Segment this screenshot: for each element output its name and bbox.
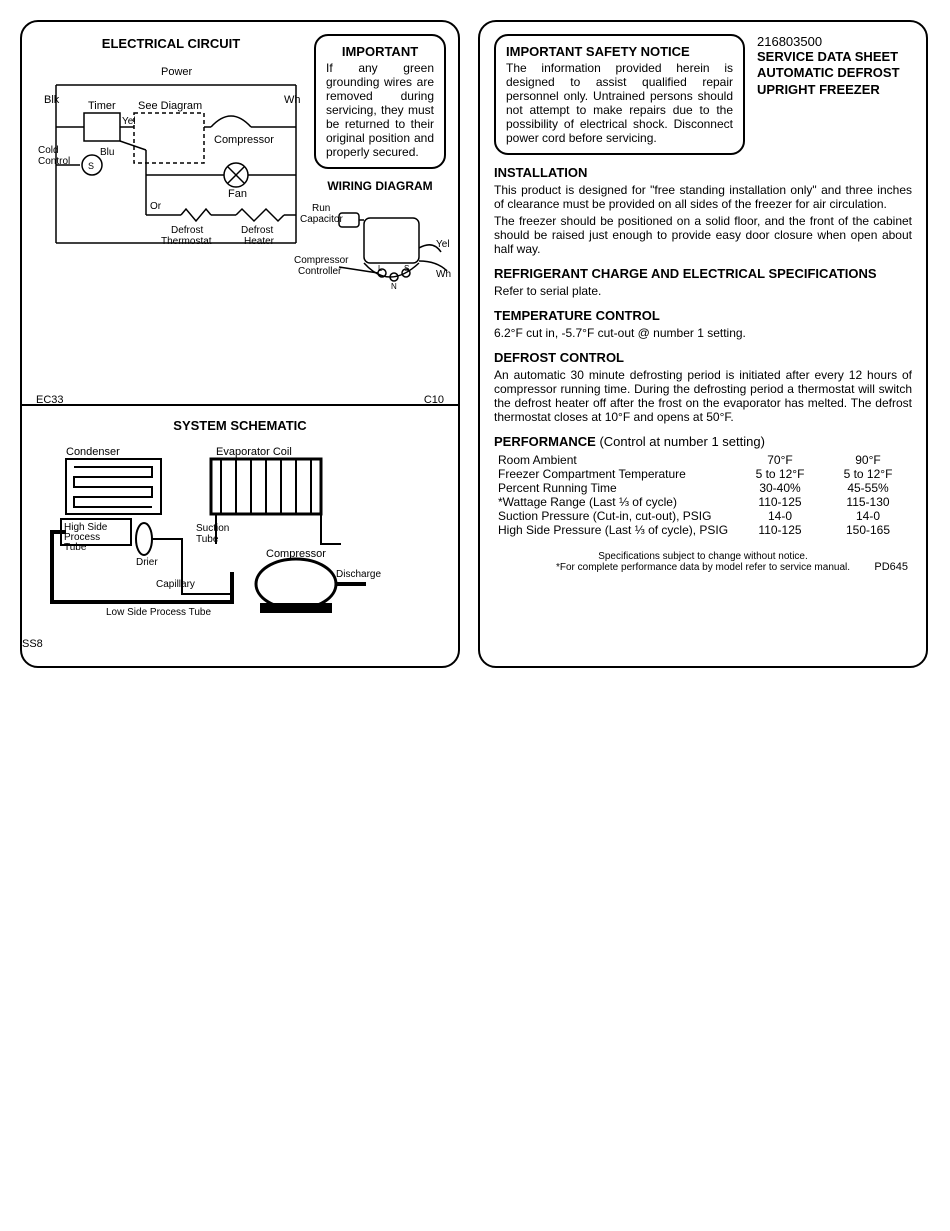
table-row: Suction Pressure (Cut-in, cut-out), PSIG… [494,509,912,523]
refrigerant-heading: REFRIGERANT CHARGE AND ELECTRICAL SPECIF… [494,266,912,281]
svg-text:Or: Or [150,201,162,212]
electrical-circuit-section: ELECTRICAL CIRCUIT [36,34,444,404]
table-row: *Wattage Range (Last ⅓ of cycle)110-1251… [494,495,912,509]
footnote-2: *For complete performance data by model … [494,562,912,573]
installation-heading: INSTALLATION [494,165,912,180]
pd-label: PD645 [874,561,908,573]
table-row: High Side Pressure (Last ⅓ of cycle), PS… [494,523,912,537]
table-row: Percent Running Time30-40%45-55% [494,481,912,495]
left-panel: ELECTRICAL CIRCUIT [20,20,460,668]
svg-text:Thermostat: Thermostat [161,236,212,247]
electrical-circuit-title: ELECTRICAL CIRCUIT [36,36,306,51]
performance-heading: PERFORMANCE (Control at number 1 setting… [494,434,912,449]
doc-title-2: AUTOMATIC DEFROST [757,65,912,81]
svg-text:S: S [88,161,94,171]
svg-text:Fan: Fan [228,188,247,200]
svg-text:Discharge: Discharge [336,569,381,580]
wiring-diagram-title: WIRING DIAGRAM [314,179,446,193]
svg-text:Cold: Cold [38,145,59,156]
svg-text:Condenser: Condenser [66,446,120,458]
svg-text:Defrost: Defrost [241,225,273,236]
system-schematic-section: SYSTEM SCHEMATIC [22,404,458,654]
svg-text:Timer: Timer [88,100,116,112]
system-schematic-title: SYSTEM SCHEMATIC [36,418,444,433]
svg-text:Wh: Wh [284,94,301,106]
system-schematic-diagram: Condenser Evaporator Coil High Side Proc… [36,439,446,629]
doc-id: 216803500 [757,34,912,49]
important-box: IMPORTANT If any green grounding wires a… [314,34,446,169]
svg-text:Blu: Blu [100,147,114,158]
svg-text:L: L [378,264,383,273]
svg-text:Compressor: Compressor [214,134,274,146]
defrost-p: An automatic 30 minute defrosting period… [494,368,912,424]
safety-notice-body: The information provided herein is desig… [506,61,733,145]
svg-text:Capillary: Capillary [156,579,195,590]
table-row: Freezer Compartment Temperature5 to 12°F… [494,467,912,481]
svg-text:Defrost: Defrost [171,225,203,236]
svg-text:Capacitor: Capacitor [300,214,343,225]
svg-text:Compressor: Compressor [266,548,326,560]
temperature-heading: TEMPERATURE CONTROL [494,308,912,323]
defrost-heading: DEFROST CONTROL [494,350,912,365]
svg-text:Low Side Process Tube: Low Side Process Tube [106,607,211,618]
right-header: IMPORTANT SAFETY NOTICE The information … [494,34,912,155]
refrigerant-p: Refer to serial plate. [494,284,912,298]
svg-text:Yel: Yel [122,116,136,127]
doc-header: 216803500 SERVICE DATA SHEET AUTOMATIC D… [757,34,912,98]
temperature-p: 6.2°F cut in, -5.7°F cut-out @ number 1 … [494,326,912,340]
svg-text:Control: Control [38,156,70,167]
svg-text:Tube: Tube [64,542,87,553]
svg-text:Wh: Wh [436,269,451,280]
doc-title-3: UPRIGHT FREEZER [757,82,912,98]
svg-text:Blk: Blk [44,94,60,106]
svg-text:Suction: Suction [196,523,229,534]
wiring-diagram: Run Capacitor Compressor Controller L N … [294,193,454,313]
important-body: If any green grounding wires are removed… [326,61,434,159]
svg-text:Controller: Controller [298,266,342,277]
important-title: IMPORTANT [326,44,434,59]
svg-text:N: N [391,282,397,291]
safety-notice-title: IMPORTANT SAFETY NOTICE [506,44,733,59]
svg-text:See Diagram: See Diagram [138,100,202,112]
svg-text:Drier: Drier [136,557,158,568]
electrical-circuit-diagram: S [36,55,306,255]
right-panel: IMPORTANT SAFETY NOTICE The information … [478,20,928,668]
service-data-sheet: ELECTRICAL CIRCUIT [20,20,930,668]
installation-p1: This product is designed for "free stand… [494,183,912,211]
doc-title-1: SERVICE DATA SHEET [757,49,912,65]
svg-text:Run: Run [312,203,330,214]
installation-p2: The freezer should be positioned on a so… [494,214,912,256]
ss8-label: SS8 [22,638,43,650]
svg-text:Yel: Yel [436,239,450,250]
footnotes: Specifications subject to change without… [494,551,912,573]
safety-notice-box: IMPORTANT SAFETY NOTICE The information … [494,34,745,155]
svg-text:Evaporator Coil: Evaporator Coil [216,446,292,458]
svg-text:Compressor: Compressor [294,255,349,266]
svg-text:S: S [404,264,409,273]
performance-table: Room Ambient70°F90°FFreezer Compartment … [494,453,912,537]
svg-text:Power: Power [161,66,193,78]
svg-text:Tube: Tube [196,534,219,545]
footnote-1: Specifications subject to change without… [494,551,912,562]
table-row: Room Ambient70°F90°F [494,453,912,467]
svg-text:Heater: Heater [244,236,275,247]
